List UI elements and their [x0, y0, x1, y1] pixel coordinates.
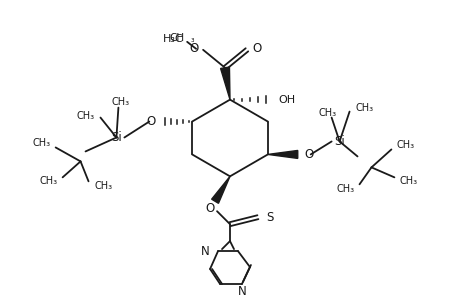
Text: N: N: [237, 285, 246, 298]
Text: Si: Si: [111, 131, 122, 144]
Text: CH₃: CH₃: [398, 176, 417, 186]
Text: N: N: [201, 244, 210, 258]
Text: H₃C: H₃C: [162, 34, 183, 44]
Text: OH: OH: [278, 94, 295, 105]
Polygon shape: [267, 150, 297, 158]
Text: O: O: [304, 148, 313, 161]
Text: CH₃: CH₃: [336, 184, 354, 194]
Text: ₃: ₃: [190, 35, 193, 44]
Polygon shape: [220, 67, 230, 100]
Text: O: O: [190, 42, 199, 55]
Text: CH₃: CH₃: [94, 181, 112, 191]
Polygon shape: [211, 176, 230, 203]
Text: CH₃: CH₃: [396, 140, 414, 151]
Text: CH₃: CH₃: [318, 108, 336, 118]
Text: S: S: [265, 211, 273, 224]
Text: CH₃: CH₃: [111, 97, 129, 106]
Text: O: O: [252, 42, 261, 55]
Text: CH₃: CH₃: [355, 103, 373, 112]
Text: Si: Si: [334, 135, 344, 148]
Text: O: O: [205, 202, 214, 215]
Text: CH₃: CH₃: [76, 111, 94, 121]
Text: CH: CH: [168, 33, 184, 43]
Text: O: O: [146, 115, 155, 128]
Text: CH₃: CH₃: [33, 139, 50, 148]
Text: CH₃: CH₃: [39, 176, 57, 186]
